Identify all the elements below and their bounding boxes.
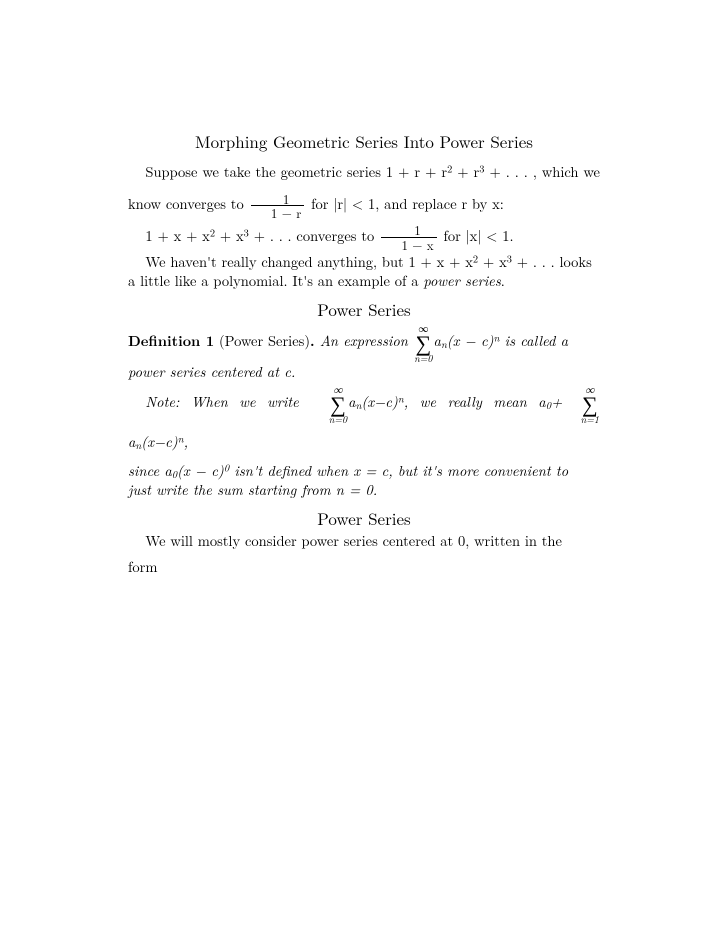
- section-title-3: Power Series: [128, 507, 600, 530]
- summation: ∞∑n=0: [311, 384, 347, 424]
- sum-lower: n=0: [311, 414, 347, 424]
- definition-line2: power series centered at c.: [128, 363, 600, 383]
- definition-line1: Definition 1 (Power Series). An expressi…: [128, 323, 600, 363]
- fraction: 11 − x: [381, 223, 437, 251]
- denominator: 1 − r: [251, 205, 305, 220]
- paragraph-3-line1: We haven't really changed anything, but …: [128, 253, 600, 273]
- text: a little like a polynomial. It's an exam…: [128, 271, 423, 291]
- sigma-symbol: ∑: [414, 333, 432, 353]
- paragraph-1: Suppose we take the geometric series 1 +…: [128, 157, 600, 221]
- text: know converges to: [128, 194, 249, 214]
- text: (Power Series): [214, 331, 310, 351]
- fraction: 11 − r: [251, 192, 305, 220]
- text: +: [551, 392, 562, 412]
- text: , we really mean a: [404, 392, 546, 412]
- text: for |r| < 1, and replace r by x:: [306, 194, 504, 214]
- text: (x − c): [177, 461, 224, 481]
- summation: ∞∑n=0: [414, 323, 432, 363]
- text: + . . . converges to: [249, 226, 379, 246]
- emphasis: power series: [423, 271, 500, 291]
- text: since a: [128, 461, 172, 481]
- note-line2: since a0(x − c)0 isn't defined when x = …: [128, 462, 600, 482]
- sigma-symbol: ∑: [563, 394, 599, 414]
- text: for |x| < 1.: [439, 226, 514, 246]
- sum-lower: n=0: [414, 353, 432, 363]
- summation: ∞∑n=1: [563, 384, 599, 424]
- text: + x: [215, 226, 244, 246]
- note-line3: just write the sum starting from n = 0.: [128, 481, 600, 501]
- text: + . . . , which we: [484, 162, 600, 182]
- document-page: Morphing Geometric Series Into Power Ser…: [0, 0, 720, 577]
- text: + . . . looks: [512, 252, 592, 272]
- text: (x−c): [141, 432, 177, 452]
- section-title-1: Morphing Geometric Series Into Power Ser…: [128, 130, 600, 153]
- text: + r: [452, 162, 479, 182]
- denominator: 1 − x: [381, 237, 437, 252]
- text: An expression: [315, 331, 413, 351]
- text: a: [434, 331, 441, 351]
- text: is called a: [499, 331, 568, 351]
- text: We haven't really changed anything, but …: [145, 252, 473, 272]
- paragraph-5: form: [128, 558, 600, 578]
- paragraph-3-line2: a little like a polynomial. It's an exam…: [128, 272, 600, 292]
- text: (x−c): [361, 392, 397, 412]
- sigma-symbol: ∑: [311, 394, 347, 414]
- text: Note: When we write: [145, 392, 310, 412]
- text: (x − c): [447, 331, 494, 351]
- definition-label: Definition 1: [128, 331, 214, 351]
- paragraph-4: We will mostly consider power series cen…: [128, 532, 600, 552]
- text: + x: [478, 252, 507, 272]
- text: a: [348, 392, 355, 412]
- text: isn't defined when x = c, but it's more …: [229, 461, 568, 481]
- note-line1: Note: When we write ∞∑n=0an(x−c)n, we re…: [128, 384, 600, 462]
- text: Suppose we take the geometric series 1 +…: [145, 162, 447, 182]
- paragraph-2: 1 + x + x2 + x3 + . . . converges to 11 …: [128, 221, 600, 253]
- text: 1 + x + x: [145, 226, 209, 246]
- sum-lower: n=1: [563, 414, 599, 424]
- text: ,: [184, 432, 188, 452]
- section-title-2: Power Series: [128, 298, 600, 321]
- text: .: [501, 271, 505, 291]
